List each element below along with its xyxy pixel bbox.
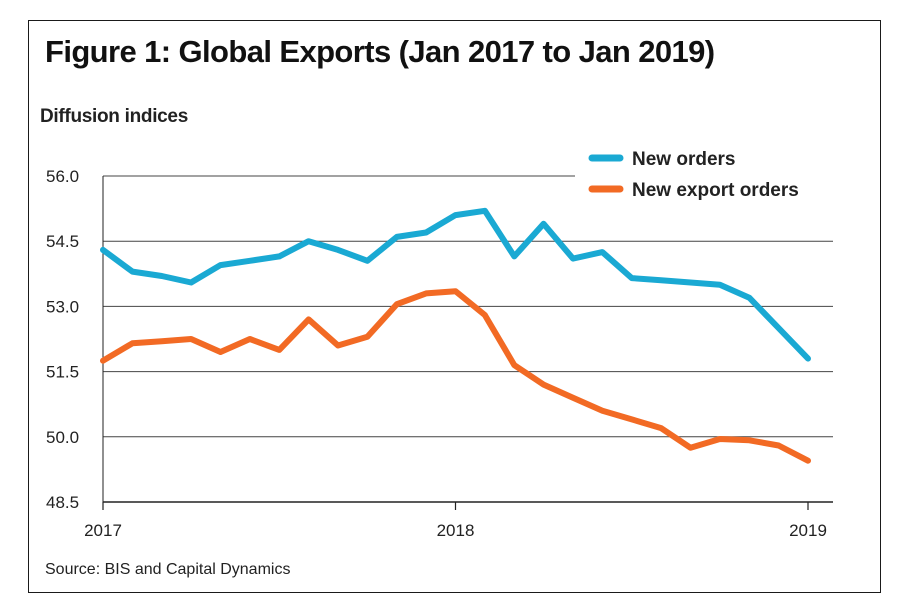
y-tick-label: 56.0: [46, 167, 79, 186]
x-tick-label: 2018: [437, 521, 475, 540]
x-tick-label: 2017: [84, 521, 122, 540]
legend-background: [575, 140, 833, 206]
y-tick-label: 51.5: [46, 363, 79, 382]
y-tick-label: 53.0: [46, 297, 79, 316]
chart-title: Figure 1: Global Exports (Jan 2017 to Ja…: [45, 34, 715, 69]
x-tick-label: 2019: [789, 521, 827, 540]
legend-label: New export orders: [632, 180, 799, 201]
y-tick-label: 50.0: [46, 428, 79, 447]
x-axis: 2017 2018 2019: [84, 176, 833, 540]
series-lines: [100, 207, 811, 464]
series-line-0: [100, 207, 811, 362]
y-tick-label: 48.5: [46, 493, 79, 512]
source-note: Source: BIS and Capital Dynamics: [45, 561, 291, 578]
legend: New orders New export orders: [575, 140, 833, 206]
y-tick-label: 54.5: [46, 232, 79, 251]
legend-label: New orders: [632, 149, 735, 170]
y-tick-labels: 48.5 50.0 51.5 53.0 54.5 56.0: [46, 167, 79, 512]
series-line-1: [100, 288, 811, 464]
y-axis-label: Diffusion indices: [40, 106, 188, 127]
chart-frame: [28, 20, 881, 593]
